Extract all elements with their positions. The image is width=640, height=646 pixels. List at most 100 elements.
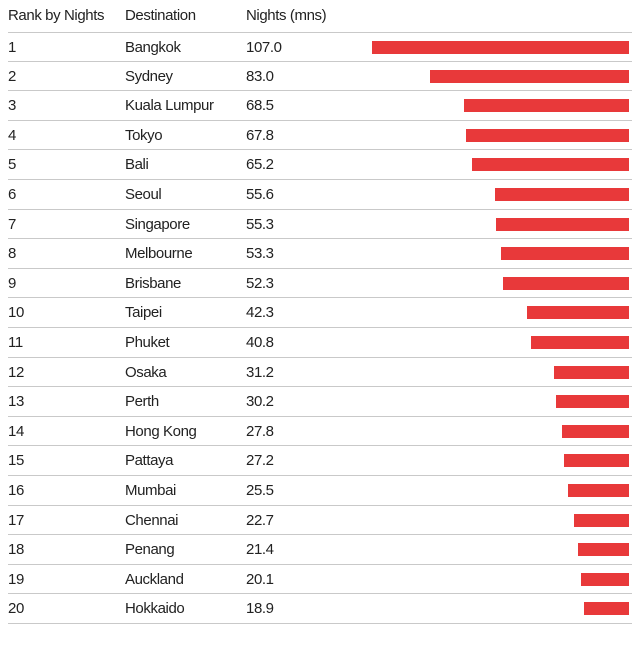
table-row: 2 Sydney 83.0 bbox=[8, 62, 632, 92]
rank-label: 7 bbox=[8, 215, 16, 233]
table-row: 7 Singapore 55.3 bbox=[8, 210, 632, 240]
rank-label: 4 bbox=[8, 126, 16, 144]
nights-value-label: 27.2 bbox=[246, 452, 274, 470]
table-row: 10 Taipei 42.3 bbox=[8, 298, 632, 328]
destination-label: Kuala Lumpur bbox=[125, 97, 214, 115]
rank-label: 14 bbox=[8, 422, 24, 440]
rank-label: 18 bbox=[8, 541, 24, 559]
nights-bar bbox=[466, 128, 629, 142]
rank-label: 20 bbox=[8, 600, 24, 618]
nights-bar bbox=[496, 217, 629, 231]
rank-label: 6 bbox=[8, 185, 16, 203]
nights-value-label: 55.6 bbox=[246, 185, 274, 203]
nights-value-label: 67.8 bbox=[246, 126, 274, 144]
table-row: 16 Mumbai 25.5 bbox=[8, 476, 632, 506]
rank-column-header: Rank by Nights bbox=[8, 7, 105, 24]
destination-label: Hokkaido bbox=[125, 600, 185, 618]
nights-value-label: 40.8 bbox=[246, 333, 274, 351]
rank-label: 1 bbox=[8, 39, 16, 56]
nights-bar bbox=[429, 69, 629, 83]
nights-value-label: 68.5 bbox=[246, 97, 274, 115]
destination-column-header: Destination bbox=[125, 7, 196, 24]
table-row: 20 Hokkaido 18.9 bbox=[8, 594, 632, 624]
rank-label: 19 bbox=[8, 570, 24, 588]
nights-bar bbox=[556, 395, 629, 409]
rank-label: 8 bbox=[8, 245, 16, 263]
nights-bar bbox=[531, 335, 629, 349]
rank-label: 13 bbox=[8, 393, 24, 411]
nights-value-label: 52.3 bbox=[246, 274, 274, 292]
rank-label: 15 bbox=[8, 452, 24, 470]
destination-label: Seoul bbox=[125, 185, 162, 203]
nights-value-label: 107.0 bbox=[246, 39, 282, 56]
destination-label: Taipei bbox=[125, 304, 162, 322]
nights-value-label: 25.5 bbox=[246, 481, 274, 499]
nights-value-label: 20.1 bbox=[246, 570, 274, 588]
nights-bar bbox=[472, 158, 629, 172]
nights-value-label: 30.2 bbox=[246, 393, 274, 411]
nights-value-label: 22.7 bbox=[246, 511, 274, 529]
nights-bar bbox=[574, 513, 629, 527]
nights-bar bbox=[503, 276, 629, 290]
destination-label: Perth bbox=[125, 393, 159, 411]
table-row: 5 Bali 65.2 bbox=[8, 150, 632, 180]
destination-label: Chennai bbox=[125, 511, 179, 529]
rank-label: 16 bbox=[8, 481, 24, 499]
destination-label: Osaka bbox=[125, 363, 167, 381]
nights-bar bbox=[577, 543, 629, 557]
nights-bar bbox=[495, 187, 629, 201]
destination-label: Melbourne bbox=[125, 245, 193, 263]
nights-value-label: 65.2 bbox=[246, 156, 274, 174]
destination-label: Hong Kong bbox=[125, 422, 197, 440]
destination-label: Penang bbox=[125, 541, 175, 559]
table-row: 3 Kuala Lumpur 68.5 bbox=[8, 91, 632, 121]
table-row: 4 Tokyo 67.8 bbox=[8, 121, 632, 151]
table-row: 9 Brisbane 52.3 bbox=[8, 269, 632, 299]
ranking-chart: 1 Bangkok 107.0 2 Sydney 83.0 3 Kuala Lumpur 68.… bbox=[8, 32, 632, 624]
destination-label: Sydney bbox=[125, 67, 173, 85]
rank-label: 9 bbox=[8, 274, 16, 292]
nights-value-label: 83.0 bbox=[246, 67, 274, 85]
table-row: 18 Penang 21.4 bbox=[8, 535, 632, 565]
rank-label: 3 bbox=[8, 97, 16, 115]
table-row: 12 Osaka 31.2 bbox=[8, 358, 632, 388]
destination-label: Tokyo bbox=[125, 126, 163, 144]
destination-label: Pattaya bbox=[125, 452, 174, 470]
table-row: 8 Melbourne 53.3 bbox=[8, 239, 632, 269]
nights-value-label: 42.3 bbox=[246, 304, 274, 322]
nights-bar bbox=[563, 454, 629, 468]
rank-label: 11 bbox=[8, 333, 23, 351]
nights-bar bbox=[527, 306, 629, 320]
nights-value-label: 55.3 bbox=[246, 215, 274, 233]
nights-value-label: 27.8 bbox=[246, 422, 274, 440]
table-row: 15 Pattaya 27.2 bbox=[8, 446, 632, 476]
rank-label: 5 bbox=[8, 156, 16, 174]
nights-bar bbox=[580, 572, 629, 586]
nights-value-label: 18.9 bbox=[246, 600, 274, 618]
nights-column-header: Nights (mns) bbox=[246, 7, 327, 24]
table-row: 14 Hong Kong 27.8 bbox=[8, 417, 632, 447]
destination-label: Phuket bbox=[125, 333, 170, 351]
nights-bar bbox=[500, 247, 629, 261]
nights-bar bbox=[464, 99, 629, 113]
nights-bar bbox=[554, 365, 629, 379]
rank-label: 17 bbox=[8, 511, 24, 529]
rank-label: 12 bbox=[8, 363, 24, 381]
rank-label: 2 bbox=[8, 67, 16, 85]
table-row: 6 Seoul 55.6 bbox=[8, 180, 632, 210]
table-row: 1 Bangkok 107.0 bbox=[8, 32, 632, 62]
table-row: 13 Perth 30.2 bbox=[8, 387, 632, 417]
destination-label: Mumbai bbox=[125, 481, 176, 499]
nights-value-label: 53.3 bbox=[246, 245, 274, 263]
destination-label: Brisbane bbox=[125, 274, 182, 292]
destination-label: Bali bbox=[125, 156, 149, 174]
nights-value-label: 31.2 bbox=[246, 363, 274, 381]
nights-bar bbox=[372, 41, 629, 54]
nights-bar bbox=[583, 602, 629, 616]
table-row: 17 Chennai 22.7 bbox=[8, 506, 632, 536]
nights-bar bbox=[567, 483, 629, 497]
nights-bar bbox=[562, 424, 629, 438]
destination-label: Auckland bbox=[125, 570, 184, 588]
destination-label: Singapore bbox=[125, 215, 190, 233]
table-row: 19 Auckland 20.1 bbox=[8, 565, 632, 595]
